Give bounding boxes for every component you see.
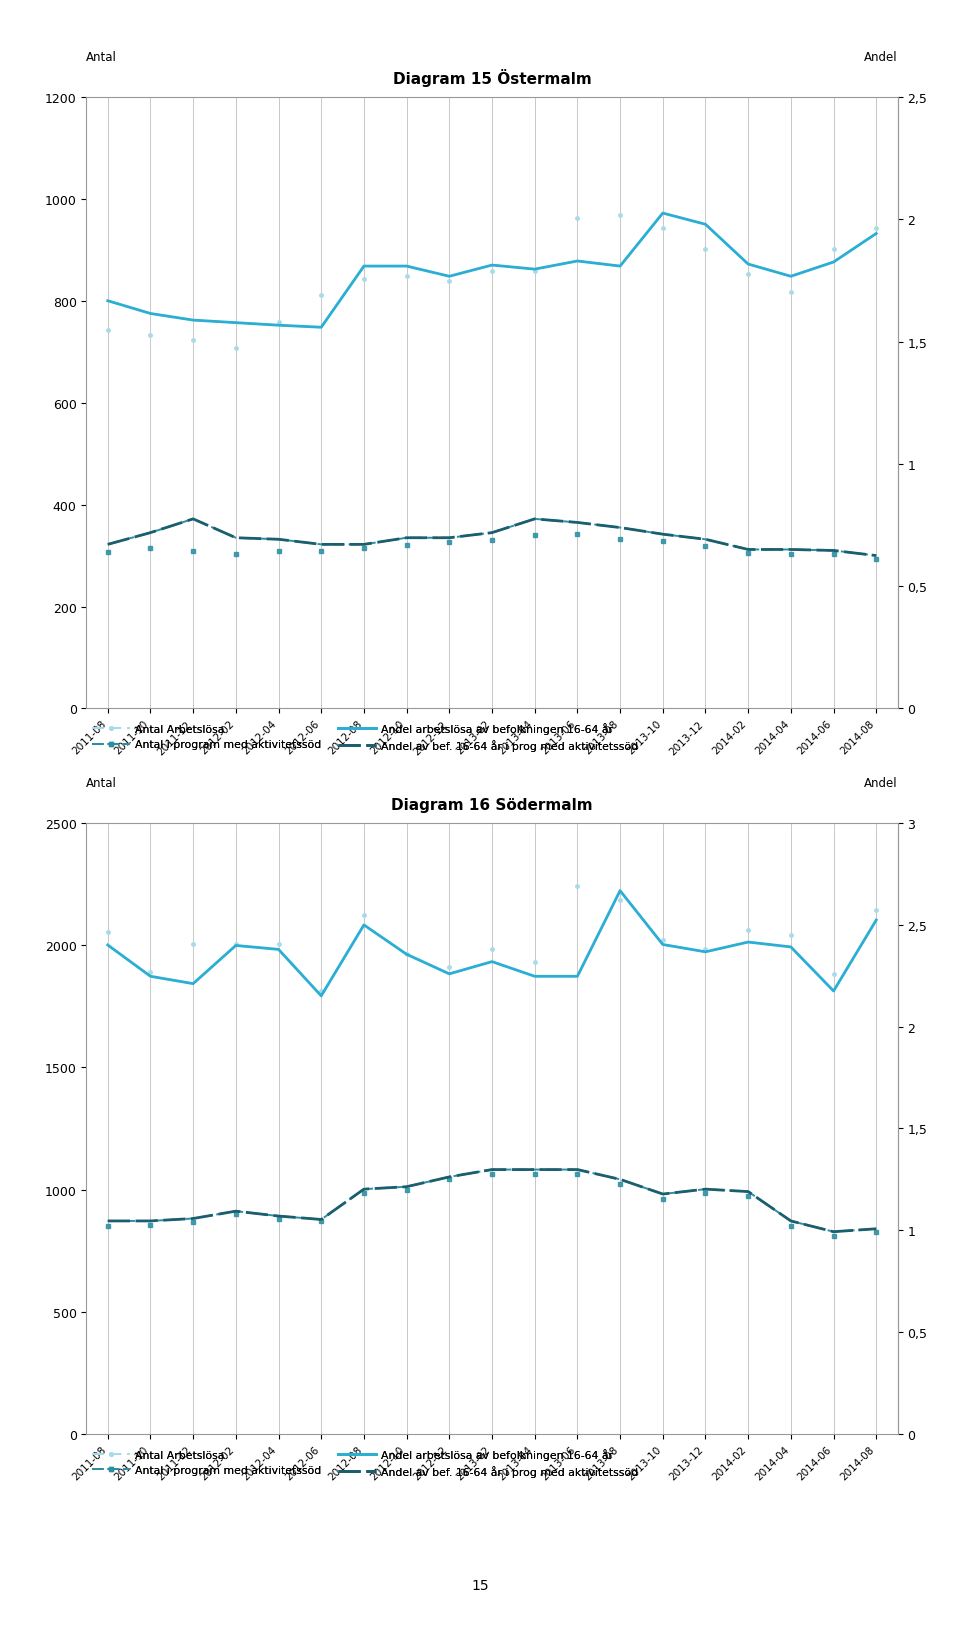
Title: Diagram 16 Södermalm: Diagram 16 Södermalm xyxy=(391,797,593,812)
Legend: Antal Arbetslösa, Antal i program med aktivitetssöd, Andel arbetslösa av befolkn: Antal Arbetslösa, Antal i program med ak… xyxy=(92,722,638,751)
Text: Antal: Antal xyxy=(86,776,117,789)
Text: Antal: Antal xyxy=(86,51,117,64)
Legend: Antal Arbetslösa, Antal i program med aktivitetssöd, Andel arbetslösa av befolkn: Antal Arbetslösa, Antal i program med ak… xyxy=(92,1447,638,1477)
Text: 15: 15 xyxy=(471,1578,489,1593)
Text: Andel: Andel xyxy=(864,51,898,64)
Text: Andel: Andel xyxy=(864,776,898,789)
Title: Diagram 15 Östermalm: Diagram 15 Östermalm xyxy=(393,68,591,86)
